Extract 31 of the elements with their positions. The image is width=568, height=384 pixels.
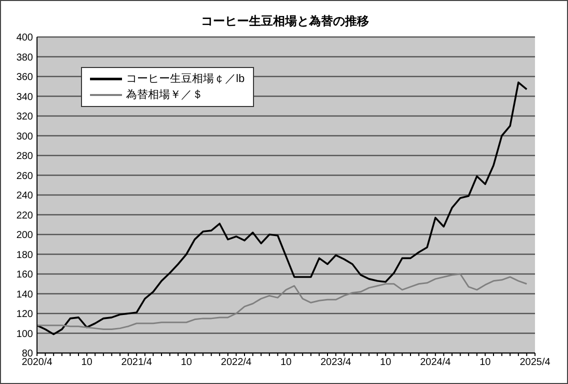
x-tick-label: 2023/4: [320, 357, 352, 368]
x-tick-label: 2025/4: [520, 357, 551, 368]
y-tick-label: 260: [16, 170, 34, 182]
y-tick-label: 140: [16, 289, 34, 300]
x-tick-label: 10: [81, 357, 93, 368]
x-tick-label: 2022/4: [220, 357, 252, 368]
x-tick-label: 10: [280, 357, 292, 368]
y-tick-label: 340: [16, 92, 34, 103]
x-tick-label: 2024/4: [420, 357, 452, 368]
x-tick-label: 2021/4: [121, 357, 152, 368]
y-tick-label: 380: [16, 52, 34, 64]
legend-label: 為替相場￥／＄: [126, 88, 203, 103]
y-tick-label: 100: [16, 328, 34, 340]
legend-label: コーヒー生豆相場￠／lb: [126, 72, 245, 87]
y-tick-label: 180: [16, 250, 34, 261]
y-tick-label: 320: [16, 112, 34, 123]
chart-title: コーヒー生豆相場と為替の推移: [200, 13, 370, 30]
x-tick-label: 10: [380, 357, 392, 368]
y-tick-label: 300: [16, 131, 34, 142]
y-tick-label: 400: [16, 32, 34, 44]
y-tick-label: 120: [16, 309, 34, 320]
y-tick-label: 240: [16, 190, 34, 202]
line-series: [37, 273, 528, 330]
y-tick-label: 280: [16, 151, 34, 162]
y-tick-label: 200: [16, 230, 34, 242]
x-tick-label: 10: [480, 357, 492, 368]
y-tick-label: 360: [16, 72, 34, 84]
y-tick-label: 160: [16, 270, 34, 281]
x-tick-label: 2020/4: [22, 357, 53, 368]
x-tick-label: 10: [180, 357, 192, 368]
y-tick-label: 220: [16, 210, 34, 222]
